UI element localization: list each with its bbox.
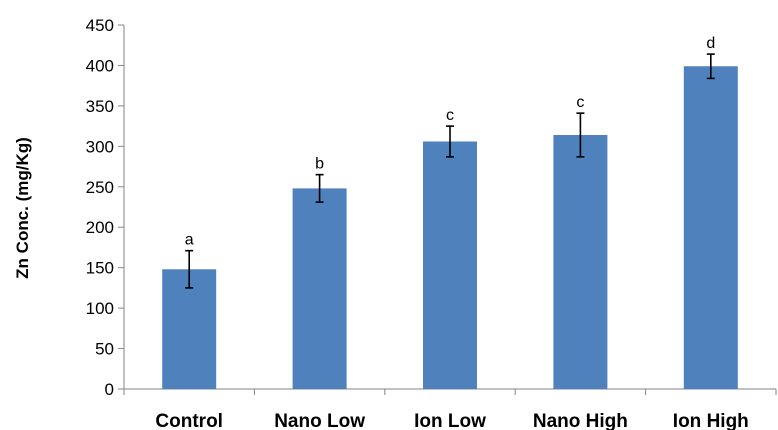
x-tick-label: Nano High [533, 411, 628, 430]
y-tick-label: 450 [86, 16, 114, 35]
error-bar [315, 173, 324, 203]
y-axis-label: Zn Conc. (mg/Kg) [13, 137, 32, 279]
error-bar [706, 53, 715, 80]
significance-label: d [706, 35, 715, 52]
y-tick-label: 50 [95, 340, 114, 359]
bar [292, 188, 347, 389]
x-tick-label: Ion Low [414, 411, 486, 430]
significance-label: c [576, 94, 584, 111]
bar [553, 135, 608, 389]
y-tick-label: 100 [86, 299, 114, 318]
y-tick-label: 300 [86, 137, 114, 156]
bar [162, 269, 217, 389]
y-tick-label: 250 [86, 178, 114, 197]
y-tick-label: 400 [86, 56, 114, 75]
error-bar [446, 125, 454, 158]
error-bar [576, 112, 585, 158]
labels: a Control b Nano Low c Ion Low c Nano High d Ion … [155, 35, 748, 430]
error-bar [185, 249, 194, 289]
x-tick-label: Control [155, 411, 223, 430]
x-tick-label: Nano Low [274, 411, 365, 430]
y-tick-label: 200 [86, 218, 114, 237]
significance-label: c [446, 107, 454, 124]
bar [423, 141, 477, 389]
significance-label: a [185, 232, 194, 249]
axes: 0 50 100 150 200 250 300 350 400 450 [86, 16, 777, 399]
error-bars [185, 53, 715, 289]
y-tick-label: 150 [86, 259, 114, 278]
x-tick-label: Ion High [673, 411, 749, 430]
bar [683, 66, 738, 390]
y-tick-label: 0 [105, 380, 114, 399]
significance-label: b [315, 156, 324, 173]
y-tick-label: 350 [86, 97, 114, 116]
bars [162, 66, 738, 390]
